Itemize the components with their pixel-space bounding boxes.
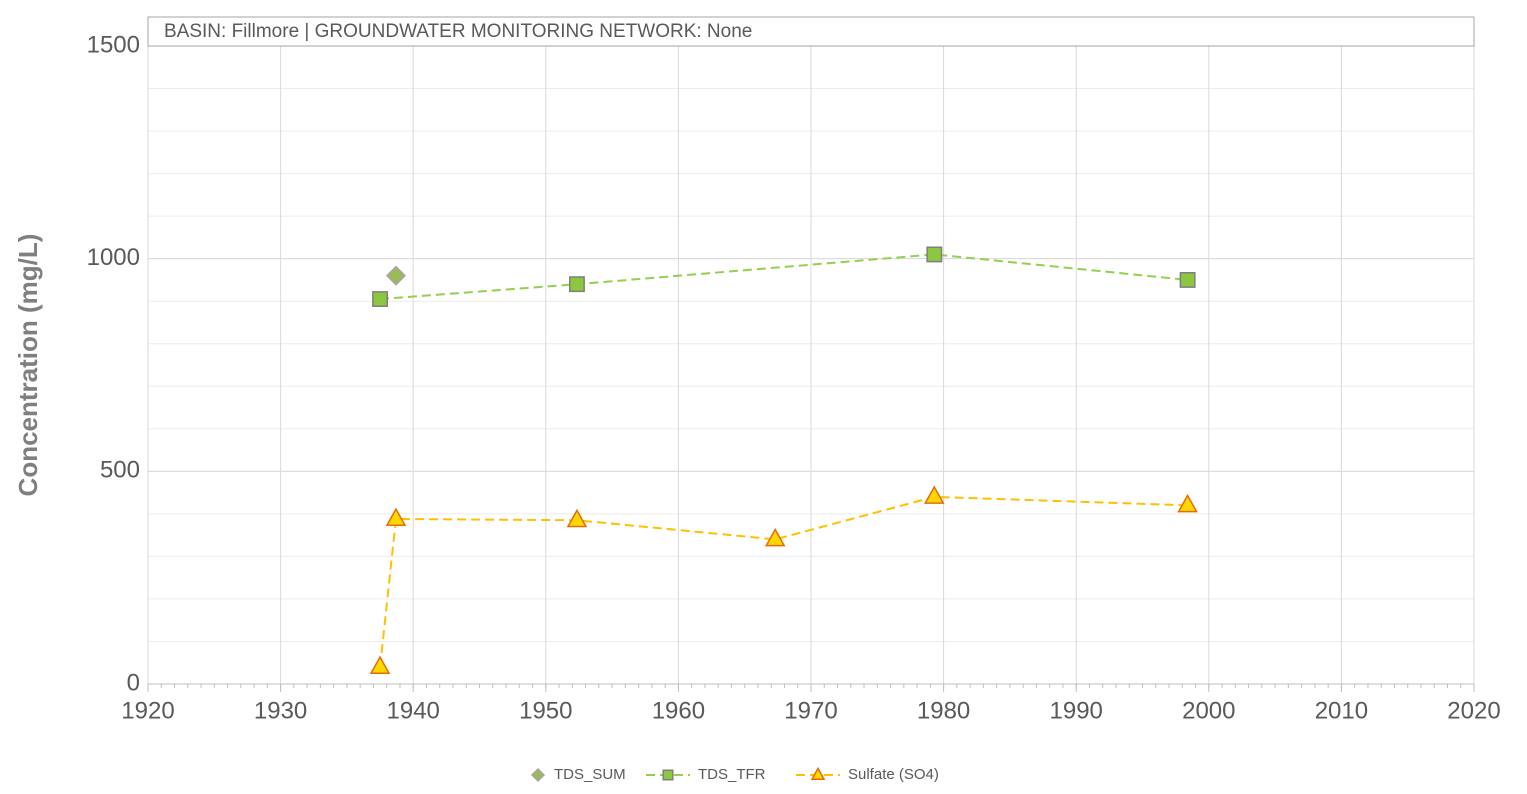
x-tick-label: 1940 (387, 697, 440, 724)
diamond-marker (385, 265, 407, 286)
series-line (379, 253, 1188, 301)
x-tick-label: 1960 (652, 697, 705, 724)
square-marker (1179, 271, 1196, 288)
x-tick-label: 2000 (1182, 697, 1235, 724)
y-tick-label: 1500 (87, 31, 140, 58)
x-tick-label: 1970 (784, 697, 837, 724)
y-axis-label: Concentration (mg/L) (13, 234, 43, 497)
x-tick-label: 1990 (1050, 697, 1103, 724)
x-tick-label: 1920 (121, 697, 174, 724)
x-tick-label: 1930 (254, 697, 307, 724)
annotation: BASIN: Fillmore | GROUNDWATER MONITORING… (164, 21, 752, 42)
triangle-marker (1177, 493, 1198, 513)
triangle-marker (385, 507, 407, 527)
x-tick-label: 1980 (917, 697, 970, 724)
triangle-marker (764, 527, 786, 547)
triangle-marker (566, 508, 588, 528)
x-tick-label: 2010 (1315, 697, 1368, 724)
triangle-marker (810, 766, 826, 780)
square-marker (372, 291, 388, 308)
square-marker (926, 246, 943, 263)
y-tick-label: 0 (127, 669, 140, 696)
series-line (379, 495, 1188, 668)
triangle-marker (369, 655, 391, 675)
annotation-box (147, 16, 1475, 47)
square-marker (569, 276, 585, 293)
diamond-marker (530, 767, 546, 783)
legend-label: TDS_SUM (554, 766, 626, 783)
x-tick-label: 1950 (519, 697, 572, 724)
square-marker (662, 769, 674, 781)
y-tick-label: 1000 (87, 244, 140, 271)
legend-label: Sulfate (SO4) (848, 766, 939, 783)
x-tick-label: 2020 (1447, 697, 1500, 724)
y-tick-label: 500 (100, 457, 140, 484)
triangle-marker (924, 485, 945, 504)
legend-label: TDS_TFR (698, 766, 766, 783)
